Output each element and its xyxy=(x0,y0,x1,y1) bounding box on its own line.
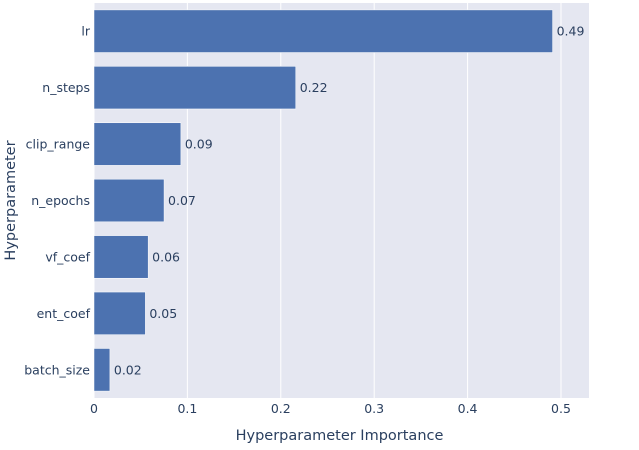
y-tick-label: n_steps xyxy=(42,80,90,95)
bar-n-epochs[interactable] xyxy=(93,178,165,223)
bar-value-labels: 0.49 0.22 0.09 0.07 0.06 0.05 0.02 xyxy=(114,24,585,378)
x-tick-label: 0.2 xyxy=(271,401,291,416)
y-tick-label: vf_coef xyxy=(45,249,90,264)
bar-value-label: 0.02 xyxy=(114,362,142,377)
x-axis-ticks: 0 0.1 0.2 0.3 0.4 0.5 xyxy=(90,401,571,416)
x-tick-label: 0 xyxy=(90,401,98,416)
bar-value-label: 0.05 xyxy=(149,306,177,321)
x-tick-label: 0.4 xyxy=(458,401,478,416)
bar-clip-range[interactable] xyxy=(93,122,182,166)
bars xyxy=(93,9,553,392)
y-axis-title: Hyperparameter xyxy=(3,140,19,260)
bar-value-label: 0.49 xyxy=(557,24,585,39)
bar-n-steps[interactable] xyxy=(93,66,296,110)
bar-batch-size[interactable] xyxy=(93,348,111,392)
x-axis-title: Hyperparameter Importance xyxy=(236,428,444,444)
x-tick-label: 0.3 xyxy=(364,401,384,416)
y-axis-ticks: lr n_steps clip_range n_epochs vf_coef ent_co… xyxy=(24,24,91,378)
x-tick-label: 0.5 xyxy=(551,401,571,416)
bar-lr[interactable] xyxy=(93,9,553,53)
y-tick-label: n_epochs xyxy=(31,193,90,208)
bar-ent-coef[interactable] xyxy=(93,291,146,335)
bar-value-label: 0.09 xyxy=(185,137,213,152)
bar-vf-coef[interactable] xyxy=(93,235,149,279)
y-tick-label: clip_range xyxy=(26,137,91,152)
bar-value-label: 0.07 xyxy=(168,193,196,208)
bar-value-label: 0.22 xyxy=(300,80,328,95)
bar-value-label: 0.06 xyxy=(152,249,180,264)
x-tick-label: 0.1 xyxy=(177,401,197,416)
y-tick-label: ent_coef xyxy=(37,306,91,321)
y-tick-label: lr xyxy=(81,24,90,39)
y-tick-label: batch_size xyxy=(24,362,90,377)
